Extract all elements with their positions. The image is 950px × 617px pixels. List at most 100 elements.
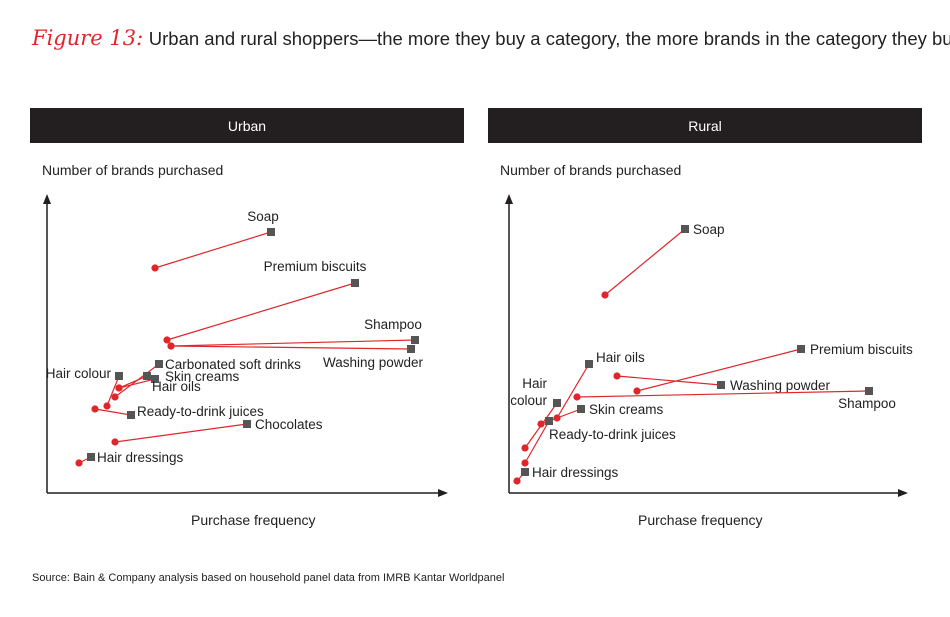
urban-y-axis-arrow (43, 194, 51, 204)
urban-x-axis-arrow (438, 489, 448, 497)
urban-hair-oils-series: Hair oils (115, 372, 201, 394)
rural-hair-oils-label: Hair oils (596, 350, 645, 365)
urban-ready-to-drink-juices-series: Ready-to-drink juices (91, 404, 264, 419)
urban-ready-to-drink-juices-label: Ready-to-drink juices (137, 404, 264, 419)
figure-title: Figure 13: Urban and rural shoppers—the … (32, 26, 950, 51)
rural-hair-dressings-end-point (521, 468, 529, 476)
rural-shampoo-end-point (865, 387, 873, 395)
urban-soap-series: Soap (151, 209, 279, 272)
urban-washing-powder-end-point (407, 345, 415, 353)
urban-carbonated-soft-drinks-end-point (155, 360, 163, 368)
urban-soap-line (154, 231, 272, 269)
rural-x-axis-title: Purchase frequency (638, 512, 763, 528)
urban-marks: Soap Premium biscuits Shampoo Washing powde… (46, 209, 424, 467)
urban-washing-powder-start-point (167, 342, 175, 350)
rural-premium-biscuits-line (636, 348, 802, 392)
rural-soap-start-point (601, 291, 609, 299)
urban-ready-to-drink-juices-end-point (127, 411, 135, 419)
urban-ready-to-drink-juices-line (94, 408, 132, 416)
rural-hair-oils-series: Hair oils (553, 350, 645, 422)
rural-x-axis-arrow (898, 489, 908, 497)
rural-panel-header: Rural (488, 108, 922, 143)
rural-skin-creams-label: Skin creams (589, 402, 664, 417)
urban-washing-powder-label: Washing powder (323, 355, 424, 370)
source-note: Source: Bain & Company analysis based on… (32, 572, 505, 584)
urban-hair-colour-end-point (115, 372, 123, 380)
rural-premium-biscuits-start-point (633, 387, 641, 395)
rural-hair-colour-start-point (521, 444, 529, 452)
urban-hair-dressings-series: Hair dressings (75, 450, 184, 467)
urban-hair-colour-series: Hair colour (46, 366, 123, 410)
rural-washing-powder-end-point (717, 381, 725, 389)
rural-shampoo-line (576, 390, 870, 398)
rural-premium-biscuits-series: Premium biscuits (633, 342, 913, 395)
urban-hair-colour-line (106, 375, 120, 407)
rural-hair-dressings-start-point (513, 477, 521, 485)
figure-label: Figure 13: (32, 26, 144, 50)
rural-hair-colour-end-point (553, 399, 561, 407)
urban-skin-creams-end-point (151, 375, 159, 383)
urban-shampoo-label: Shampoo (364, 317, 422, 332)
rural-hair-dressings-label: Hair dressings (532, 465, 619, 480)
urban-hair-oils-start-point (115, 384, 123, 392)
rural-hair-dressings-series: Hair dressings (513, 465, 619, 485)
urban-hair-oils-label: Hair oils (152, 379, 201, 394)
urban-shampoo-end-point (411, 336, 419, 344)
urban-shampoo-series: Shampoo (167, 317, 422, 350)
rural-washing-powder-start-point (613, 372, 621, 380)
rural-soap-label: Soap (693, 222, 725, 237)
urban-carbonated-soft-drinks-label: Carbonated soft drinks (165, 357, 301, 372)
rural-shampoo-label: Shampoo (838, 396, 896, 411)
rural-ready-to-drink-juices-end-point (545, 417, 553, 425)
urban-hair-oils-line (118, 375, 148, 389)
urban-hair-oils-end-point (143, 372, 151, 380)
urban-chocolates-series: Chocolates (111, 417, 323, 446)
rural-marks: Soap Premium biscuits Washing powder Shampo… (510, 222, 913, 485)
rural-skin-creams-end-point (577, 405, 585, 413)
figure-title-text: Urban and rural shoppers—the more they b… (148, 28, 950, 49)
urban-axes (43, 194, 448, 497)
urban-carbonated-soft-drinks-start-point (111, 393, 119, 401)
urban-chocolates-label: Chocolates (255, 417, 323, 432)
urban-skin-creams-label: Skin creams (165, 369, 240, 384)
rural-shampoo-series: Shampoo (573, 387, 896, 411)
urban-chocolates-line (114, 423, 248, 443)
rural-hair-colour-label: Hair colour (510, 376, 547, 408)
urban-premium-biscuits-label: Premium biscuits (264, 259, 367, 274)
urban-ready-to-drink-juices-start-point (91, 405, 99, 413)
urban-hair-colour-label: Hair colour (46, 366, 112, 381)
urban-y-axis-title: Number of brands purchased (42, 162, 224, 178)
urban-skin-creams-line (118, 378, 156, 389)
rural-washing-powder-series: Washing powder (613, 372, 831, 393)
rural-shampoo-start-point (573, 393, 581, 401)
rural-skin-creams-start-point (537, 420, 545, 428)
urban-hair-dressings-end-point (87, 453, 95, 461)
urban-washing-powder-series: Washing powder (167, 342, 424, 370)
urban-soap-end-point (267, 228, 275, 236)
urban-x-axis-title: Purchase frequency (191, 512, 316, 528)
urban-premium-biscuits-series: Premium biscuits (163, 259, 367, 344)
rural-washing-powder-line (616, 375, 722, 386)
urban-premium-biscuits-start-point (163, 336, 171, 344)
rural-hair-oils-line (556, 363, 590, 419)
rural-soap-series: Soap (601, 222, 725, 299)
urban-hair-dressings-label: Hair dressings (97, 450, 184, 465)
urban-chocolates-start-point (111, 438, 119, 446)
rural-hair-oils-end-point (585, 360, 593, 368)
rural-premium-biscuits-end-point (797, 345, 805, 353)
urban-premium-biscuits-end-point (351, 279, 359, 287)
urban-shampoo-line (170, 339, 416, 347)
rural-ready-to-drink-juices-series: Ready-to-drink juices (521, 417, 676, 467)
rural-ready-to-drink-juices-line (524, 420, 550, 464)
rural-ready-to-drink-juices-start-point (521, 459, 529, 467)
urban-panel-header: Urban (30, 108, 464, 143)
rural-y-axis-title: Number of brands purchased (500, 162, 682, 178)
urban-chocolates-end-point (243, 420, 251, 428)
urban-hair-dressings-start-point (75, 459, 83, 467)
rural-axes (505, 194, 908, 497)
urban-premium-biscuits-line (166, 282, 356, 341)
rural-soap-line (604, 228, 686, 296)
rural-premium-biscuits-label: Premium biscuits (810, 342, 913, 357)
rural-soap-end-point (681, 225, 689, 233)
